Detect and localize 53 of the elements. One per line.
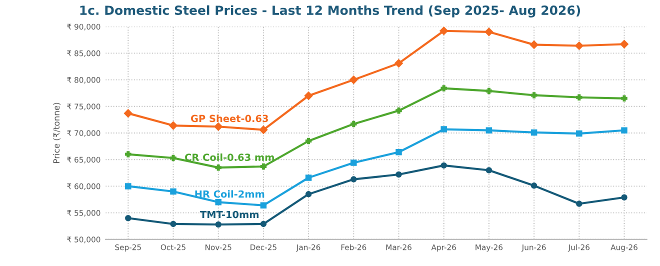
series-label: GP Sheet-0.63 (190, 114, 268, 122)
point (260, 202, 267, 208)
point (621, 127, 628, 134)
point (350, 76, 358, 84)
point (125, 183, 132, 190)
point (484, 28, 494, 36)
point (576, 200, 582, 207)
point (125, 214, 132, 222)
point (396, 149, 402, 156)
point (396, 171, 402, 178)
point (350, 176, 357, 182)
point (259, 126, 268, 134)
point (170, 220, 176, 228)
point (530, 92, 538, 98)
point (215, 164, 222, 171)
point (350, 120, 357, 128)
point (486, 127, 492, 134)
point (169, 121, 178, 130)
point (486, 88, 492, 94)
point (215, 199, 222, 206)
point (530, 40, 538, 49)
point (215, 221, 222, 228)
point (214, 122, 222, 131)
point (305, 174, 312, 181)
series-label: TMT-10mm (200, 210, 259, 218)
point (530, 129, 538, 136)
point (260, 163, 267, 170)
point (124, 109, 132, 118)
point (260, 220, 267, 228)
point (440, 126, 447, 132)
point (576, 94, 582, 100)
point (170, 154, 176, 162)
point (440, 162, 447, 169)
series-label: CR Coil-0.63 mm (185, 153, 274, 161)
point (304, 92, 313, 100)
point (620, 40, 628, 48)
point (530, 182, 538, 189)
point (396, 108, 402, 114)
point (621, 194, 628, 200)
point (440, 85, 447, 92)
point (576, 130, 582, 137)
y-axis-title: Price (₹/tonne) (53, 102, 61, 164)
point (305, 138, 312, 144)
point (440, 26, 448, 35)
point (350, 160, 357, 166)
point (305, 191, 312, 198)
chart-title: 1c. Domestic Steel Prices - Last 12 Months Trend (Sep 2025- Aug 2026) (80, 5, 580, 18)
point (394, 59, 403, 68)
point (170, 188, 176, 195)
point (621, 95, 628, 102)
point (486, 167, 492, 174)
point (125, 151, 132, 158)
point (575, 42, 584, 50)
